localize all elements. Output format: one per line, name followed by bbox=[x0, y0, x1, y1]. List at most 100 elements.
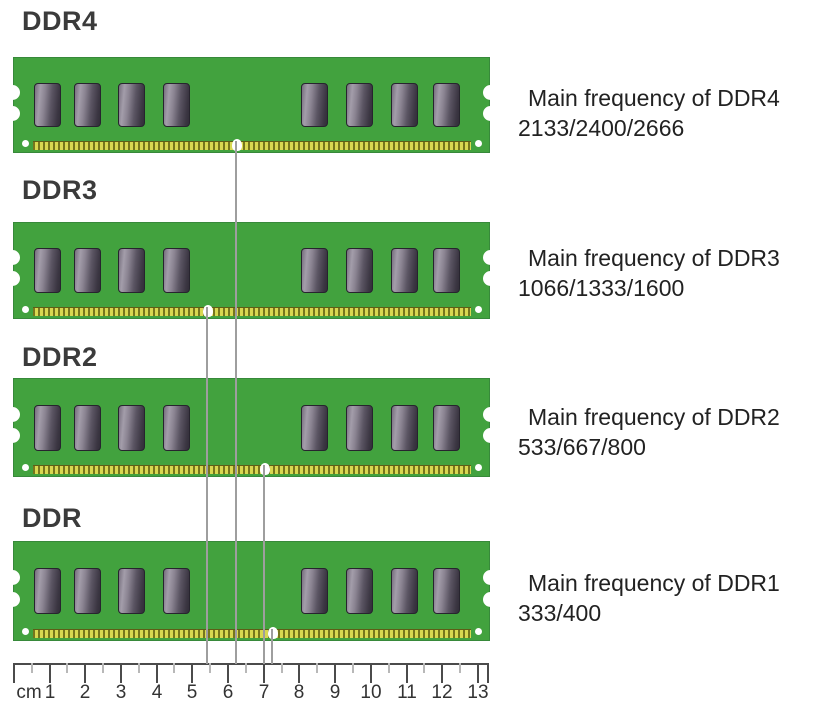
contact-strip bbox=[33, 307, 471, 316]
memory-chip bbox=[433, 568, 460, 614]
memory-chip bbox=[34, 405, 61, 451]
memory-chip bbox=[346, 405, 373, 451]
ruler-tick-minor bbox=[459, 663, 461, 673]
memory-chip bbox=[118, 83, 145, 127]
ruler-end-tick bbox=[13, 663, 15, 683]
edge-notch bbox=[483, 271, 498, 286]
ddr4-frequency-title: Main frequency of DDR4 bbox=[528, 85, 780, 111]
memory-chip bbox=[433, 405, 460, 451]
memory-chip bbox=[346, 248, 373, 293]
mount-hole bbox=[22, 464, 29, 471]
key-notch bbox=[203, 305, 213, 317]
contact-strip bbox=[33, 629, 471, 638]
edge-notch bbox=[5, 592, 20, 607]
key-notch bbox=[268, 627, 278, 639]
ruler-number: 7 bbox=[258, 682, 270, 703]
ruler-tick-major bbox=[370, 663, 372, 683]
edge-notch bbox=[5, 407, 20, 422]
ddr1-annotation: Main frequency of DDR1 333/400 bbox=[518, 568, 829, 628]
memory-chip bbox=[346, 568, 373, 614]
mount-hole bbox=[475, 464, 482, 471]
ruler-tick-minor bbox=[102, 663, 104, 673]
memory-chip bbox=[118, 568, 145, 614]
ruler-tick-minor bbox=[66, 663, 68, 673]
memory-chip bbox=[391, 405, 418, 451]
ruler-number: 11 bbox=[397, 682, 417, 703]
edge-notch bbox=[483, 592, 498, 607]
ruler-number: 5 bbox=[186, 682, 198, 703]
mount-hole bbox=[475, 306, 482, 313]
ddr2-annotation: Main frequency of DDR2 533/667/800 bbox=[518, 402, 829, 462]
ruler-tick-major bbox=[477, 663, 479, 683]
ruler-tick-minor bbox=[31, 663, 33, 673]
ruler-unit-label: cm bbox=[16, 682, 42, 703]
mount-hole bbox=[22, 140, 29, 147]
ddr4-frequency-values: 2133/2400/2666 bbox=[518, 115, 685, 141]
edge-notch bbox=[5, 271, 20, 286]
memory-chip bbox=[346, 83, 373, 127]
memory-chip bbox=[301, 405, 328, 451]
ruler-tick-minor bbox=[138, 663, 140, 673]
ruler-tick-major bbox=[120, 663, 122, 683]
ruler-tick-major bbox=[334, 663, 336, 683]
ruler-baseline bbox=[14, 663, 489, 665]
memory-chip bbox=[74, 405, 101, 451]
ddr3-label: DDR3 bbox=[22, 175, 98, 205]
ruler-tick-minor bbox=[173, 663, 175, 673]
ruler-number: 9 bbox=[329, 682, 341, 703]
ruler-tick-minor bbox=[209, 663, 211, 673]
notch-guide-line bbox=[263, 465, 265, 664]
ruler-tick-minor bbox=[423, 663, 425, 673]
ruler-tick-major bbox=[84, 663, 86, 683]
ruler-tick-major bbox=[298, 663, 300, 683]
memory-chip bbox=[163, 405, 190, 451]
ruler-tick-minor bbox=[352, 663, 354, 673]
ruler-tick-major bbox=[191, 663, 193, 683]
ruler-tick-minor bbox=[316, 663, 318, 673]
edge-notch bbox=[5, 570, 20, 585]
ddr2-frequency-values: 533/667/800 bbox=[518, 434, 646, 460]
memory-chip bbox=[74, 568, 101, 614]
ruler-number: 1 bbox=[44, 682, 56, 703]
ruler-number: 6 bbox=[222, 682, 234, 703]
memory-chip bbox=[34, 568, 61, 614]
notch-guide-line bbox=[235, 141, 237, 664]
edge-notch bbox=[5, 106, 20, 121]
contact-strip bbox=[33, 465, 471, 474]
ruler-number: 8 bbox=[293, 682, 305, 703]
memory-chip bbox=[301, 568, 328, 614]
ruler-number: 4 bbox=[151, 682, 163, 703]
ruler-tick-major bbox=[441, 663, 443, 683]
edge-notch bbox=[483, 106, 498, 121]
mount-hole bbox=[475, 140, 482, 147]
edge-notch bbox=[483, 250, 498, 265]
memory-chip bbox=[118, 248, 145, 293]
edge-notch bbox=[483, 428, 498, 443]
edge-notch bbox=[483, 85, 498, 100]
notch-guide-line bbox=[271, 629, 273, 664]
memory-chip bbox=[163, 248, 190, 293]
key-notch bbox=[232, 139, 242, 151]
mount-hole bbox=[22, 306, 29, 313]
ddr2-frequency-title: Main frequency of DDR2 bbox=[528, 404, 780, 430]
ddr1-frequency-values: 333/400 bbox=[518, 600, 602, 626]
ruler-number: 12 bbox=[431, 682, 453, 703]
memory-chip bbox=[433, 83, 460, 127]
mount-hole bbox=[475, 628, 482, 635]
mount-hole bbox=[22, 628, 29, 635]
ruler-tick-major bbox=[49, 663, 51, 683]
ruler-number: 2 bbox=[79, 682, 91, 703]
edge-notch bbox=[5, 428, 20, 443]
edge-notch bbox=[483, 570, 498, 585]
ruler-number: 13 bbox=[467, 682, 489, 703]
memory-chip bbox=[34, 248, 61, 293]
edge-notch bbox=[5, 250, 20, 265]
ddr3-annotation: Main frequency of DDR3 1066/1333/1600 bbox=[518, 243, 829, 303]
memory-chip bbox=[163, 568, 190, 614]
ddr4-module bbox=[5, 57, 498, 153]
memory-chip bbox=[118, 405, 145, 451]
notch-guide-line bbox=[206, 307, 208, 664]
edge-notch bbox=[483, 407, 498, 422]
memory-chip bbox=[163, 83, 190, 127]
